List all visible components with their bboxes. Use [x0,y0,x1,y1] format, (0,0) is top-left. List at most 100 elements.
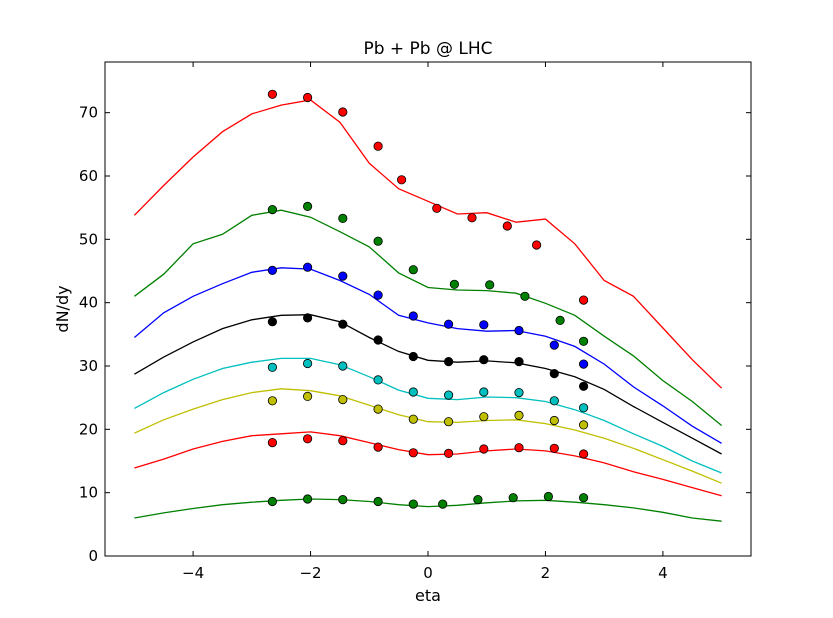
y-tick-label: 0 [88,547,98,565]
x-tick-label: 0 [423,564,433,582]
x-tick-label: −4 [182,564,204,582]
series-2-point [267,205,277,215]
series-7-point [443,448,454,458]
series-5-point [338,361,348,371]
series-2-point [555,315,565,325]
series-5-point [578,403,589,413]
series-8-point [267,496,277,507]
y-tick-label: 40 [79,294,98,312]
series-8-point [578,493,589,503]
series-5-line [134,357,722,474]
series-8-line [134,498,722,522]
y-tick-label: 20 [79,420,98,438]
series-3-point [302,262,313,272]
series-8-point [408,499,418,509]
series-4-point [373,335,383,345]
series-6-point [302,391,313,401]
series-7-point [267,437,277,448]
series-3-point [338,271,348,281]
series-6-point [443,417,454,427]
series-7-point [479,444,489,454]
x-tick-label: 4 [658,564,668,582]
series-2-point [520,291,530,301]
series-6-point [373,404,383,414]
series-8-point [473,494,483,505]
series-5-point [479,387,489,397]
series-5-point [267,362,277,372]
series-2-line [134,209,723,427]
series-1-point [396,175,407,185]
series-2-point [338,213,348,223]
x-tick-label: 2 [541,564,551,582]
series-2-point [449,279,459,289]
series-1-point [338,107,348,117]
series-4-point [338,319,348,329]
series-1-point [502,221,512,231]
series-7-point [578,449,589,459]
series-lines [133,99,723,522]
series-6-point [479,412,489,422]
y-tick-label: 60 [79,167,98,185]
series-8-point [508,493,518,503]
series-5-point [549,396,559,406]
x-tick-label: −2 [299,564,321,582]
series-5-point [373,375,383,385]
series-7-point [514,443,524,453]
series-2-point [373,236,383,246]
series-6-point [267,396,277,406]
series-3-point [578,359,589,369]
series-3-point [479,320,489,330]
series-5-point [443,390,454,400]
series-4-point [578,381,589,391]
series-1-point [432,203,442,213]
series-3-point [267,265,277,275]
series-6-point [338,394,348,405]
series-8-point [438,499,448,509]
series-8-point [373,496,383,507]
series-7-point [549,443,559,453]
series-1-point [302,92,313,103]
series-4-point [267,317,277,327]
series-4-point [514,356,524,367]
series-1-point [578,295,589,305]
series-8-point [543,491,554,502]
y-tick-label: 10 [79,484,98,502]
series-6-line [134,388,722,484]
y-tick-label: 30 [79,357,98,375]
series-5-point [514,387,524,398]
series-5-point [408,387,418,397]
series-6-point [514,410,524,420]
series-3-point [549,340,559,350]
series-4-point [408,351,418,362]
series-1-point [373,141,383,151]
y-axis-label: dN/dy [53,285,72,332]
y-tick-label: 70 [79,104,98,122]
series-2-point [408,265,418,275]
series-4-point [479,355,489,365]
series-1-point [531,240,542,250]
x-axis-label: eta [415,586,441,605]
series-2-point [578,336,589,346]
series-7-point [338,436,348,446]
series-6-point [578,420,589,430]
series-5-point [302,358,313,369]
series-6-point [549,415,559,426]
y-axis-ticks: 0 10 20 30 40 50 60 70 [79,104,751,565]
series-1-line [133,99,723,389]
series-2-point [302,201,313,211]
series-8-point [338,494,348,505]
series-4-point [443,356,454,367]
series-8-point [302,494,313,504]
series-3-point [373,290,383,300]
series-3-point [514,325,524,336]
series-4-line [134,314,722,455]
series-6-point [408,414,418,424]
chart-title: Pb + Pb @ LHC [363,39,492,59]
series-3-line [133,267,722,444]
series-1-point [267,89,277,99]
series-2-point [485,280,495,290]
series-7-line [134,431,722,497]
series-4-point [549,368,559,379]
series-3-point [443,319,454,329]
